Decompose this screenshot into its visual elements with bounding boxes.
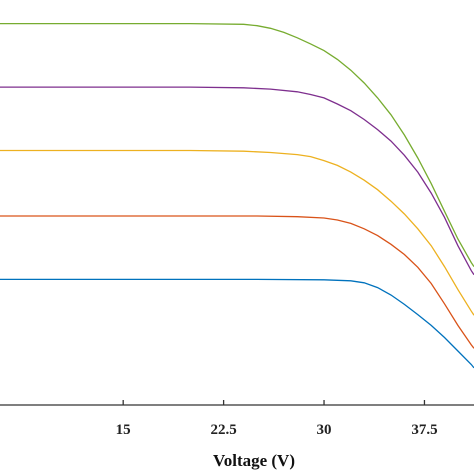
series-line-4 — [0, 86, 474, 276]
x-ticks: 15 22.5 30 37.5 — [116, 400, 438, 438]
series-line-3 — [0, 149, 474, 316]
x-axis-title: Voltage (V) — [213, 451, 295, 470]
x-tick-label: 15 — [116, 422, 131, 438]
series-lines — [0, 22, 474, 369]
x-tick-label: 22.5 — [210, 422, 236, 438]
series-line-1 — [0, 278, 474, 369]
series-line-5 — [0, 22, 474, 267]
x-tick-label: 30 — [317, 422, 332, 438]
x-tick-label: 37.5 — [411, 422, 437, 438]
series-line-2 — [0, 215, 474, 349]
